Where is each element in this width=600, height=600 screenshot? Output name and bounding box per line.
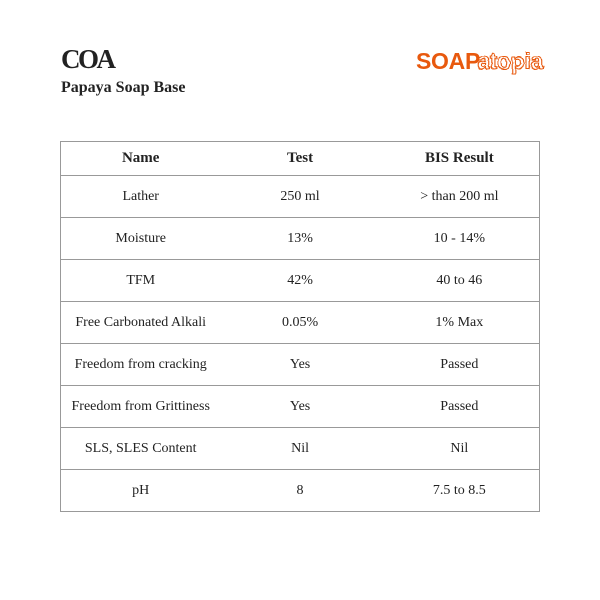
svg-text:atopia: atopia: [477, 48, 543, 74]
svg-text:SOAP: SOAP: [416, 48, 480, 74]
